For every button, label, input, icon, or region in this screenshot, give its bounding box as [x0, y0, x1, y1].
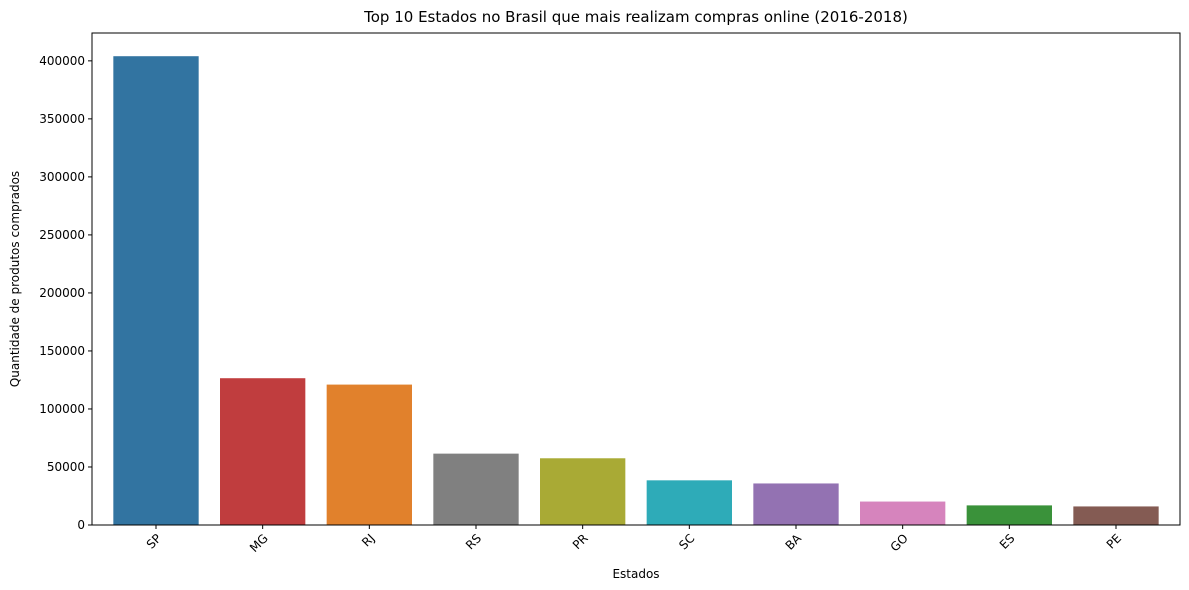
bar-pe: [1073, 506, 1159, 525]
x-tick-label-rj: RJ: [359, 531, 377, 549]
y-tick-label: 300000: [39, 170, 85, 184]
bars-group: [113, 56, 1159, 525]
plot-frame: [91, 32, 1181, 526]
x-tick-label-sc: SC: [676, 531, 697, 552]
x-tick-label-sp: SP: [144, 531, 164, 551]
bar-ba: [753, 483, 839, 525]
y-tick-label: 400000: [39, 54, 85, 68]
x-axis-label: Estados: [612, 567, 659, 581]
y-tick-label: 0: [77, 518, 85, 532]
x-tick-label-mg: MG: [247, 531, 271, 555]
bar-pr: [540, 458, 626, 525]
y-tick-label: 200000: [39, 286, 85, 300]
y-tick-label: 350000: [39, 112, 85, 126]
x-tick-label-go: GO: [888, 531, 911, 554]
y-axis: 0 50000 100000 150000 200000 250000 300000 3500…: [39, 54, 92, 532]
bar-sp: [113, 56, 199, 525]
x-tick-label-rs: RS: [463, 531, 484, 552]
bar-es: [966, 505, 1052, 525]
bar-rs: [433, 453, 519, 525]
x-tick-label-es: ES: [997, 531, 1018, 552]
x-tick-label-pe: PE: [1104, 531, 1124, 551]
bar-go: [860, 501, 946, 525]
bar-sc: [646, 480, 732, 525]
bar-rj: [326, 384, 412, 525]
y-tick-label: 150000: [39, 344, 85, 358]
y-tick-label: 100000: [39, 402, 85, 416]
x-tick-label-ba: BA: [783, 531, 805, 553]
x-axis: SP MG RJ RS PR SC BA GO ES PE: [144, 525, 1124, 555]
y-axis-label: Quantidade de produtos comprados: [8, 171, 22, 387]
bar-mg: [220, 378, 306, 525]
chart-title: Top 10 Estados no Brasil que mais realiz…: [363, 8, 908, 26]
y-tick-label: 50000: [47, 460, 85, 474]
x-tick-label-pr: PR: [570, 531, 591, 552]
y-tick-label: 250000: [39, 228, 85, 242]
